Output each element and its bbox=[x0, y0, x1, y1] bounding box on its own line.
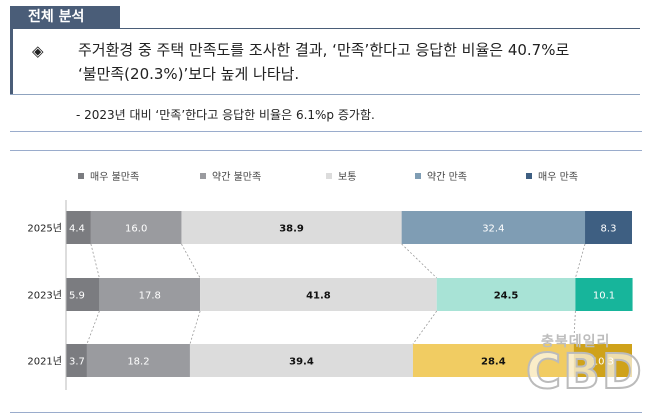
connector-line bbox=[573, 310, 576, 345]
legend-label: 매우 만족 bbox=[538, 171, 578, 183]
category-label: 2023년 bbox=[27, 290, 62, 302]
data-label: 10.1 bbox=[593, 291, 615, 302]
bar-segment bbox=[189, 344, 413, 377]
diamond-bullet-icon: ◈ bbox=[32, 42, 44, 60]
category-label: 2025년 bbox=[27, 223, 62, 235]
bar-segment bbox=[99, 278, 201, 311]
sub-note: - 2023년 대비 ‘만족’한다고 응답한 비율은 6.1%p 증가함. bbox=[76, 108, 375, 122]
bar-segment bbox=[66, 278, 100, 311]
connector-line bbox=[181, 243, 201, 279]
bar-segment bbox=[585, 211, 632, 244]
connector-line bbox=[412, 310, 438, 345]
data-label: 28.4 bbox=[481, 357, 506, 368]
data-label: 3.7 bbox=[69, 357, 85, 368]
legend-swatch bbox=[326, 173, 332, 179]
summary-accent-bar bbox=[10, 28, 13, 94]
legend-label: 매우 불만족 bbox=[90, 171, 139, 183]
data-label: 38.9 bbox=[279, 224, 304, 235]
section-title: 전체 분석 bbox=[10, 6, 120, 28]
connector-line bbox=[189, 310, 201, 345]
data-label: 24.5 bbox=[494, 291, 519, 302]
summary-divider bbox=[10, 94, 640, 95]
legend-swatch bbox=[526, 173, 532, 179]
chart-top-rule-2 bbox=[10, 150, 642, 151]
bar-segment bbox=[436, 278, 576, 311]
legend-label: 보통 bbox=[338, 171, 356, 183]
legend-swatch bbox=[200, 173, 206, 179]
summary-text: 주거환경 중 주택 만족도를 조사한 결과, ‘만족’한다고 응답한 비율은 4… bbox=[78, 41, 570, 83]
legend-swatch bbox=[415, 173, 421, 179]
bar-segment bbox=[66, 344, 87, 377]
category-label: 2021년 bbox=[27, 356, 62, 368]
bar-segment bbox=[181, 211, 402, 244]
connector-line bbox=[401, 243, 438, 279]
chart-bottom-rule bbox=[10, 412, 642, 413]
connector-line bbox=[86, 310, 100, 345]
bar-segment bbox=[90, 211, 182, 244]
bar-segment bbox=[86, 344, 190, 377]
data-label: 8.3 bbox=[601, 224, 617, 235]
bar-segment bbox=[401, 211, 586, 244]
watermark-logo: CBD bbox=[525, 343, 644, 401]
data-label: 41.8 bbox=[306, 291, 331, 302]
watermark-text: 충북데일리 bbox=[541, 334, 611, 350]
bar-segment bbox=[412, 344, 574, 377]
data-label: 18.2 bbox=[127, 357, 149, 368]
bar-segment bbox=[573, 344, 632, 377]
bar-segment bbox=[200, 278, 437, 311]
connector-line bbox=[90, 243, 100, 279]
data-label: 17.8 bbox=[139, 291, 161, 302]
data-label: 5.9 bbox=[69, 291, 85, 302]
bar-segment bbox=[575, 278, 633, 311]
legend-label: 약간 만족 bbox=[427, 171, 467, 183]
bar-segment bbox=[66, 211, 91, 244]
data-label: 4.4 bbox=[69, 224, 85, 235]
legend-label: 약간 불만족 bbox=[212, 171, 261, 183]
data-label: 16.0 bbox=[125, 224, 147, 235]
data-label: 10.3 bbox=[592, 357, 614, 368]
chart-top-rule-1 bbox=[10, 131, 642, 132]
header-divider bbox=[10, 28, 640, 29]
connector-line bbox=[575, 243, 586, 279]
data-label: 32.4 bbox=[482, 224, 504, 235]
legend-swatch bbox=[78, 173, 84, 179]
data-label: 39.4 bbox=[289, 357, 314, 368]
